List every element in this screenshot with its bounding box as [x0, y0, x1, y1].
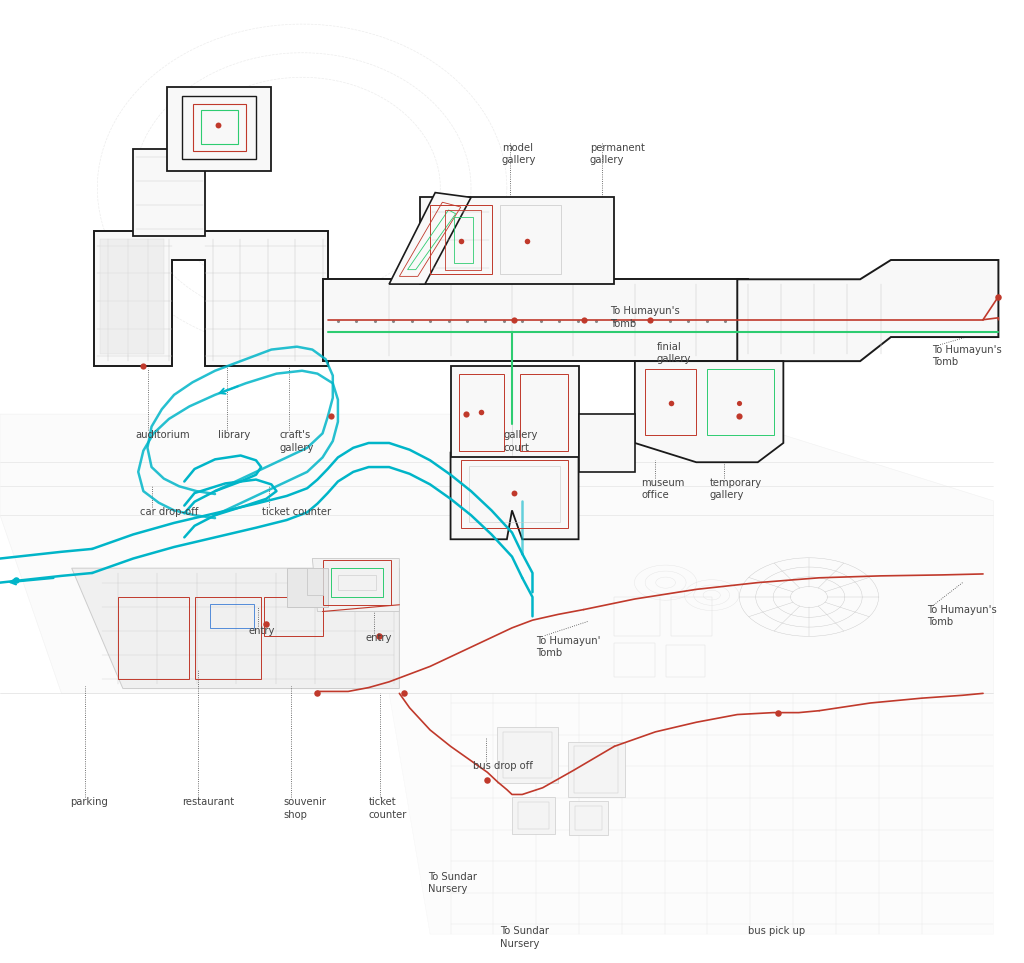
- Point: [514, 313, 530, 328]
- Text: entry: entry: [366, 633, 392, 642]
- Point: [422, 313, 438, 328]
- Point: [477, 313, 494, 328]
- Text: To Humayun's
Tomb: To Humayun's Tomb: [610, 306, 680, 328]
- Point: [309, 686, 326, 701]
- Point: [453, 233, 469, 248]
- Polygon shape: [307, 568, 323, 595]
- Text: temporary
gallery: temporary gallery: [710, 478, 762, 500]
- Point: [385, 313, 401, 328]
- Text: model
gallery: model gallery: [502, 143, 537, 165]
- Polygon shape: [389, 193, 471, 284]
- Polygon shape: [312, 559, 399, 612]
- Point: [606, 313, 623, 328]
- Polygon shape: [287, 568, 328, 607]
- Point: [403, 313, 420, 328]
- Text: ticket
counter: ticket counter: [369, 797, 407, 820]
- Text: To Humayun's
Tomb: To Humayun's Tomb: [932, 345, 1001, 367]
- Text: auditorium: auditorium: [135, 430, 189, 440]
- Polygon shape: [497, 727, 558, 783]
- Polygon shape: [133, 149, 205, 236]
- Point: [770, 705, 786, 720]
- Point: [258, 616, 274, 632]
- Text: ticket counter: ticket counter: [262, 507, 332, 516]
- Point: [680, 313, 696, 328]
- Polygon shape: [167, 87, 271, 171]
- Point: [506, 312, 522, 327]
- Polygon shape: [420, 197, 614, 284]
- Point: [371, 628, 387, 643]
- Polygon shape: [451, 366, 579, 457]
- Point: [643, 313, 659, 328]
- Text: car drop-off: car drop-off: [140, 507, 199, 516]
- Text: permanent
gallery: permanent gallery: [590, 143, 645, 165]
- Point: [440, 313, 457, 328]
- Text: To Humayun's
Tomb: To Humayun's Tomb: [927, 605, 996, 627]
- Text: bus pick up: bus pick up: [748, 926, 805, 936]
- Text: entry: entry: [249, 626, 275, 636]
- Point: [731, 408, 748, 424]
- Point: [698, 313, 715, 328]
- Text: parking: parking: [70, 797, 108, 807]
- Polygon shape: [579, 414, 635, 472]
- Point: [625, 313, 641, 328]
- Point: [506, 485, 522, 501]
- Point: [717, 313, 733, 328]
- Text: bus drop off: bus drop off: [473, 761, 532, 770]
- Text: library: library: [218, 430, 250, 440]
- Point: [588, 313, 604, 328]
- Point: [459, 313, 475, 328]
- Point: [458, 406, 474, 422]
- Point: [519, 233, 536, 248]
- Point: [8, 572, 25, 587]
- Polygon shape: [569, 801, 608, 835]
- Point: [569, 313, 586, 328]
- Polygon shape: [0, 414, 993, 693]
- Point: [990, 289, 1007, 304]
- Text: souvenir
shop: souvenir shop: [284, 797, 327, 820]
- Text: To Sundar
Nursery: To Sundar Nursery: [500, 926, 549, 949]
- Text: museum
office: museum office: [641, 478, 684, 500]
- Polygon shape: [94, 231, 328, 366]
- Polygon shape: [100, 239, 164, 354]
- Point: [663, 395, 679, 410]
- Text: To Humayun'
Tomb: To Humayun' Tomb: [537, 636, 601, 658]
- Point: [367, 313, 383, 328]
- Point: [323, 408, 339, 424]
- Point: [642, 312, 658, 327]
- Polygon shape: [737, 260, 998, 361]
- Point: [396, 686, 413, 701]
- Point: [473, 404, 489, 420]
- Point: [330, 313, 346, 328]
- Polygon shape: [512, 797, 555, 834]
- Point: [135, 358, 152, 374]
- Point: [532, 313, 549, 328]
- Polygon shape: [635, 361, 783, 462]
- Point: [479, 772, 496, 788]
- Text: gallery
court: gallery court: [504, 430, 539, 453]
- Polygon shape: [72, 568, 399, 689]
- Point: [210, 117, 226, 133]
- Text: restaurant: restaurant: [182, 797, 234, 807]
- Polygon shape: [451, 453, 579, 539]
- Polygon shape: [323, 279, 748, 361]
- Point: [662, 313, 678, 328]
- Point: [348, 313, 365, 328]
- Polygon shape: [389, 693, 993, 934]
- Point: [551, 313, 567, 328]
- Polygon shape: [568, 742, 625, 797]
- Point: [731, 395, 748, 410]
- Text: finial
gallery: finial gallery: [656, 342, 691, 364]
- Text: craft's
gallery: craft's gallery: [280, 430, 314, 453]
- Text: To Sundar
Nursery: To Sundar Nursery: [428, 872, 477, 894]
- Point: [496, 313, 512, 328]
- Point: [575, 312, 592, 327]
